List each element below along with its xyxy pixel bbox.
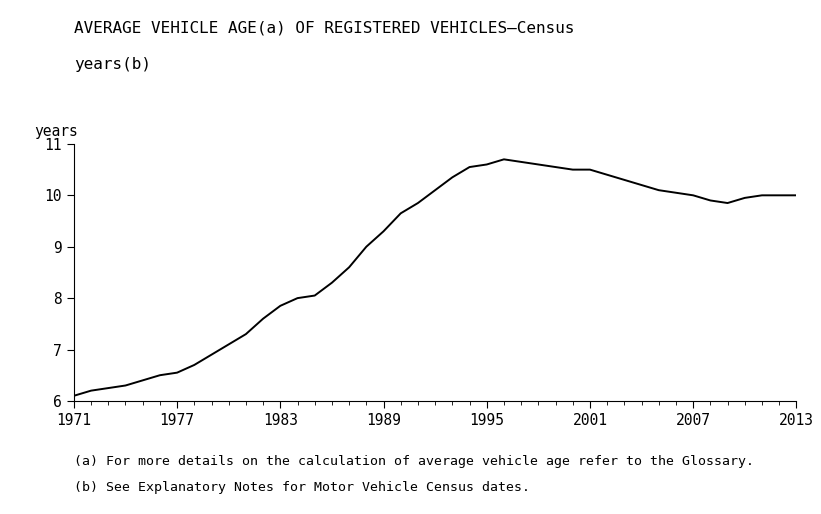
- Text: (b) See Explanatory Notes for Motor Vehicle Census dates.: (b) See Explanatory Notes for Motor Vehi…: [74, 481, 530, 493]
- Text: years(b): years(b): [74, 57, 151, 71]
- Text: (a) For more details on the calculation of average vehicle age refer to the Glos: (a) For more details on the calculation …: [74, 455, 754, 468]
- Text: AVERAGE VEHICLE AGE(a) OF REGISTERED VEHICLES—Census: AVERAGE VEHICLE AGE(a) OF REGISTERED VEH…: [74, 21, 575, 35]
- Text: years: years: [34, 124, 78, 139]
